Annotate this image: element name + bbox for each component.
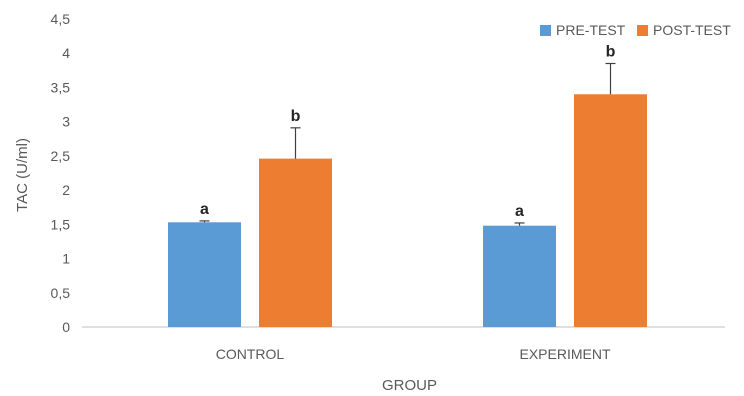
legend-swatch xyxy=(540,25,551,36)
legend-label: POST-TEST xyxy=(653,22,731,38)
y-axis-ticks: 0 0,5 1 1,5 2 2,5 3 3,5 4 4,5 xyxy=(51,11,71,335)
y-tick-label: 1 xyxy=(62,251,70,267)
y-tick-label: 2,5 xyxy=(51,148,71,164)
category-labels: CONTROL EXPERIMENT xyxy=(216,346,611,362)
y-tick-label: 1,5 xyxy=(51,216,71,232)
significance-label: b xyxy=(291,108,301,125)
bar-pre-test-control xyxy=(168,222,241,327)
y-tick-label: 2 xyxy=(62,182,70,198)
y-tick-label: 4 xyxy=(62,45,70,61)
legend-label: PRE-TEST xyxy=(556,22,626,38)
x-axis-title: GROUP xyxy=(382,377,437,394)
y-tick-label: 3,5 xyxy=(51,79,71,95)
significance-label: b xyxy=(606,43,616,60)
bar-post-test-experiment xyxy=(574,94,647,328)
y-tick-label: 0 xyxy=(62,319,70,335)
bars-group: a b a b xyxy=(168,43,647,328)
legend: PRE-TEST POST-TEST xyxy=(540,22,731,38)
y-axis-title: TAC (U/ml) xyxy=(14,138,31,212)
legend-swatch xyxy=(637,25,648,36)
bar-pre-test-experiment xyxy=(483,225,556,327)
x-tick-label: CONTROL xyxy=(216,346,285,362)
x-tick-label: EXPERIMENT xyxy=(519,346,610,362)
significance-label: a xyxy=(515,203,524,220)
bar-post-test-control xyxy=(259,158,332,327)
significance-label: a xyxy=(200,201,209,218)
y-tick-label: 4,5 xyxy=(51,11,71,27)
y-tick-label: 0,5 xyxy=(51,285,71,301)
y-tick-label: 3 xyxy=(62,114,70,130)
